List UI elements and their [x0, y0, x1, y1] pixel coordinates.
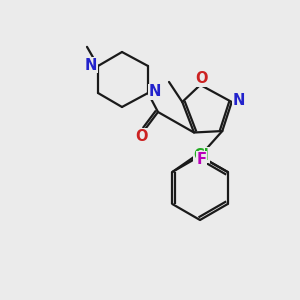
Text: N: N	[149, 85, 161, 100]
Text: N: N	[232, 94, 245, 109]
Text: O: O	[195, 71, 208, 86]
Text: N: N	[85, 58, 97, 73]
Text: F: F	[196, 152, 207, 167]
Text: O: O	[136, 129, 148, 144]
Text: Cl: Cl	[194, 148, 209, 163]
